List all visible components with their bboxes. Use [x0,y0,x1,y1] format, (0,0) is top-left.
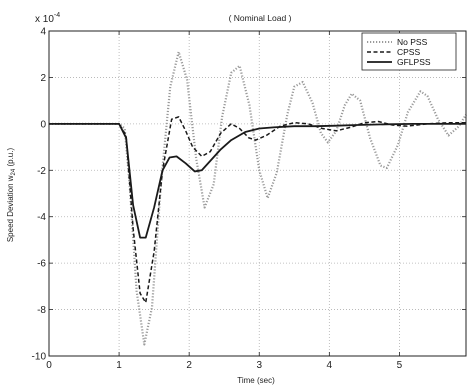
y-axis-title-unit: (p.u.) [6,148,15,169]
y-axis-title-main: Speed Deviation w [6,175,15,242]
scale-factor-base: x 10 [35,14,54,25]
x-tick-label: 5 [397,360,403,371]
y-axis-title: Speed Deviation w24 (p.u.) [6,148,17,243]
y-tick-label: -6 [37,259,46,270]
series-line-cpss [49,116,466,304]
series-lines [49,50,467,346]
y-tick-label: -10 [32,352,47,363]
x-tick-label: 1 [116,360,122,371]
y-tick-label: -2 [37,166,46,177]
y-tick-label: 0 [40,119,46,130]
y-tick-label: 4 [40,27,46,38]
series-line-gflpss [49,122,466,239]
legend-label-gflpss: GFLPSS [397,57,431,67]
x-tick-label: 4 [327,360,333,371]
legend-box [361,32,457,71]
scale-factor: x 10-4 [35,12,60,25]
plot-frame [48,30,467,357]
legend-label-cpss: CPSS [397,47,420,57]
scale-factor-exponent: -4 [54,12,60,19]
legend-label-no-pss: No PSS [397,37,428,47]
x-tick-label: 0 [46,360,52,371]
x-axis-title: Time (sec) [237,376,275,385]
y-tick-label: -8 [37,305,46,316]
y-tick-label: -4 [37,212,46,223]
y-tick-label: 2 [40,73,46,84]
ticks: 0 1 2 3 4 5 4 2 0 -2 -4 -6 -8 -10 [32,27,466,371]
y-axis-title-subscript: 24 [11,168,17,175]
legend: No PSS CPSS GFLPSS [361,32,457,71]
chart-title: ( Nominal Load ) [229,13,292,23]
x-tick-label: 3 [256,360,262,371]
x-tick-label: 2 [186,360,192,371]
